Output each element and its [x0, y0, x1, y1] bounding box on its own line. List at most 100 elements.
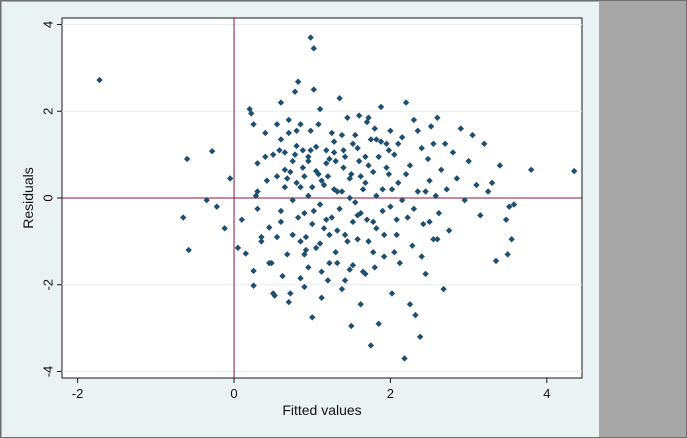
data-point — [426, 218, 433, 226]
data-point — [362, 153, 369, 160]
data-point — [341, 153, 349, 160]
data-point — [316, 240, 324, 247]
data-point — [273, 173, 281, 180]
data-point — [414, 127, 421, 134]
data-point — [502, 216, 510, 223]
data-point — [416, 333, 424, 340]
data-point — [430, 140, 437, 147]
data-point — [492, 257, 500, 265]
data-point — [326, 259, 333, 267]
data-point — [328, 214, 335, 221]
data-point — [383, 140, 390, 147]
data-point — [418, 144, 425, 152]
data-point — [262, 129, 269, 137]
data-point — [362, 179, 369, 187]
data-point — [438, 166, 445, 174]
data-point — [266, 224, 273, 231]
data-point — [293, 179, 300, 187]
data-point — [277, 207, 285, 215]
data-point — [287, 290, 294, 297]
graph-region: -2 0 2 4 -4 -2 0 2 4 Fitted values Residuals — [2, 2, 599, 437]
data-point — [377, 103, 385, 111]
data-point — [318, 268, 325, 275]
data-point — [289, 196, 296, 204]
data-point — [445, 227, 453, 234]
data-point — [297, 238, 304, 245]
data-point — [271, 292, 278, 299]
data-point — [461, 196, 468, 204]
data-point — [395, 140, 402, 147]
data-point — [310, 86, 317, 93]
data-point — [279, 272, 286, 280]
data-point — [346, 175, 353, 182]
data-point — [359, 186, 367, 193]
data-point — [393, 216, 400, 223]
data-point — [250, 121, 257, 128]
data-point — [387, 127, 394, 134]
data-point — [307, 127, 314, 134]
data-point — [395, 179, 402, 187]
data-point — [234, 244, 242, 252]
data-point — [289, 157, 296, 165]
data-point — [328, 129, 335, 137]
data-point — [385, 147, 393, 154]
data-point — [355, 112, 363, 119]
data-point — [269, 151, 277, 158]
data-point — [250, 282, 257, 289]
y-tick-label: 0 — [40, 194, 55, 201]
data-point — [357, 173, 364, 180]
data-point — [412, 311, 419, 319]
data-point — [385, 170, 393, 178]
data-point — [570, 167, 578, 175]
data-point — [365, 114, 372, 121]
data-point — [323, 160, 330, 167]
data-point — [349, 262, 357, 269]
data-point — [301, 283, 308, 291]
data-point — [324, 277, 332, 284]
data-point — [469, 131, 476, 139]
data-point — [352, 131, 359, 139]
data-point — [432, 192, 439, 200]
data-point — [96, 76, 103, 84]
data-point — [330, 149, 338, 156]
y-tick-label: -4 — [40, 366, 55, 378]
data-point — [346, 194, 353, 202]
data-point — [309, 183, 316, 191]
data-point — [307, 34, 314, 41]
data-point — [254, 160, 261, 167]
data-point — [316, 201, 324, 208]
data-point — [262, 153, 269, 160]
data-point — [426, 177, 433, 184]
data-point — [273, 233, 281, 241]
data-point — [183, 155, 191, 163]
data-point — [354, 212, 361, 219]
data-point — [373, 136, 380, 143]
data-point — [276, 147, 283, 154]
data-point — [332, 249, 339, 256]
data-point — [410, 116, 418, 124]
data-point — [281, 166, 289, 174]
data-point — [388, 186, 396, 193]
data-point — [281, 149, 289, 156]
data-point — [357, 209, 364, 217]
data-point — [320, 225, 328, 232]
data-point — [373, 225, 380, 232]
data-point — [307, 147, 314, 154]
data-point — [391, 151, 398, 158]
data-point — [318, 294, 325, 301]
data-point — [404, 214, 411, 221]
data-point — [430, 236, 437, 243]
data-point — [242, 250, 249, 257]
data-point — [344, 114, 351, 121]
data-point — [402, 170, 410, 178]
data-point — [427, 123, 435, 130]
data-point — [393, 231, 400, 239]
x-tick-label: 0 — [230, 386, 237, 401]
data-point — [349, 218, 357, 226]
data-point — [336, 95, 343, 102]
data-point — [336, 205, 343, 213]
data-point — [424, 155, 432, 163]
data-point — [341, 277, 349, 284]
data-point — [310, 207, 317, 215]
